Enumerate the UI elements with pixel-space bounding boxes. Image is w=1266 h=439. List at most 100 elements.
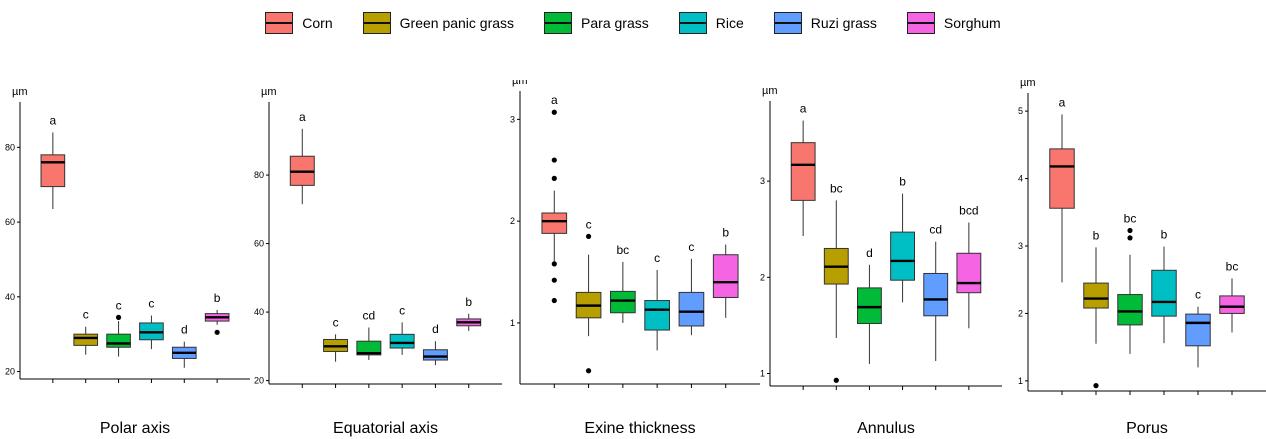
legend-item: Corn: [265, 12, 333, 34]
y-tick-label: 1: [760, 368, 765, 378]
outlier-point: [551, 277, 557, 283]
outlier-point: [1127, 227, 1133, 234]
y-tick-label: 60: [5, 217, 15, 227]
outlier-point: [1093, 383, 1099, 389]
group-letter: bc: [830, 181, 843, 195]
outlier-point: [551, 261, 557, 267]
legend-label: Green panic grass: [399, 15, 515, 31]
y-tick-label: 3: [1018, 241, 1023, 251]
panel-title: Exine thickness: [584, 420, 695, 437]
box: [1219, 295, 1245, 314]
group-letter: cd: [363, 308, 376, 322]
y-tick-label: 2: [760, 272, 765, 282]
outlier-point: [214, 329, 220, 335]
legend-key: [906, 12, 935, 34]
group-letter: b: [214, 291, 221, 305]
y-tick-label: 40: [254, 307, 264, 317]
group-letter: c: [688, 240, 694, 254]
legend-key: [544, 12, 573, 34]
y-tick-label: 1: [510, 318, 515, 328]
group-letter: a: [551, 93, 558, 107]
group-letter: d: [181, 323, 188, 337]
box: [644, 300, 670, 331]
legend: Corn Green panic grass Para grass Rice Ruzi …: [0, 12, 1266, 34]
legend-label: Sorghum: [943, 15, 1001, 31]
legend-label: Para grass: [581, 15, 649, 31]
group-letter: c: [654, 251, 660, 265]
box: [1117, 294, 1143, 326]
group-letter: bc: [1124, 211, 1137, 225]
box: [389, 333, 415, 349]
outlier-point: [585, 233, 592, 240]
group-letter: a: [800, 102, 807, 116]
group-letter: a: [50, 113, 57, 127]
outlier-point: [551, 297, 557, 304]
group-letter: b: [899, 175, 906, 189]
group-letter: c: [399, 303, 405, 317]
box: [923, 272, 949, 317]
panel-title: Annulus: [857, 420, 915, 437]
chart-panel: µm 1 2 3 a c bc c c b Exine thickness: [510, 80, 760, 437]
box: [73, 333, 99, 346]
y-tick-label: 5: [1018, 106, 1023, 116]
legend-item: Sorghum: [906, 12, 1001, 34]
legend-key: [265, 12, 294, 34]
box: [890, 231, 916, 281]
legend-label: Rice: [715, 15, 744, 31]
group-letter: b: [465, 295, 472, 309]
group-letter: c: [1195, 288, 1201, 302]
box: [678, 291, 705, 327]
box: [422, 349, 448, 361]
y-axis-unit: µm: [261, 86, 277, 98]
chart-panel: µm 20 40 60 80 a c c c d b Polar axis: [5, 86, 250, 437]
box: [856, 287, 882, 324]
panel-title: Porus: [1126, 420, 1168, 437]
group-letter: bc: [1226, 259, 1239, 273]
group-letter: d: [866, 246, 873, 260]
legend-item: Para grass: [544, 12, 649, 34]
y-tick-label: 40: [5, 292, 15, 302]
panel-title: Equatorial axis: [333, 420, 438, 437]
group-letter: b: [1161, 228, 1168, 242]
group-letter: b: [1093, 228, 1100, 242]
y-tick-label: 3: [760, 176, 765, 186]
outlier-point: [1127, 235, 1133, 241]
legend-item: Green panic grass: [362, 12, 515, 34]
box: [1083, 282, 1109, 309]
y-tick-label: 20: [5, 367, 15, 377]
box: [956, 252, 982, 294]
y-tick-label: 2: [1018, 308, 1023, 318]
box: [1049, 148, 1075, 209]
legend-label: Ruzi grass: [810, 15, 877, 31]
legend-key: [678, 12, 707, 34]
y-axis-unit: µm: [12, 86, 28, 98]
legend-key: [773, 12, 802, 34]
outlier-point: [551, 109, 557, 115]
box: [541, 212, 568, 234]
group-letter: a: [1059, 95, 1066, 109]
y-tick-label: 20: [254, 376, 264, 386]
y-tick-label: 80: [254, 170, 264, 180]
group-letter: bcd: [959, 203, 978, 217]
box: [712, 254, 739, 298]
box: [356, 340, 382, 356]
panel-title: Polar axis: [100, 420, 170, 437]
legend-label: Corn: [302, 15, 333, 31]
box: [1151, 269, 1177, 317]
group-letter: d: [432, 322, 439, 336]
group-letter: c: [586, 217, 592, 231]
y-tick-label: 3: [510, 114, 515, 124]
box: [610, 290, 636, 314]
y-axis-unit: µm: [512, 80, 528, 87]
legend-key: [362, 12, 391, 34]
y-tick-label: 4: [1018, 174, 1023, 184]
group-letter: b: [722, 226, 729, 240]
group-letter: c: [333, 315, 339, 329]
y-tick-label: 1: [1018, 376, 1023, 386]
legend-item: Ruzi grass: [773, 12, 877, 34]
group-letter: c: [83, 308, 89, 322]
y-tick-label: 2: [510, 216, 515, 226]
